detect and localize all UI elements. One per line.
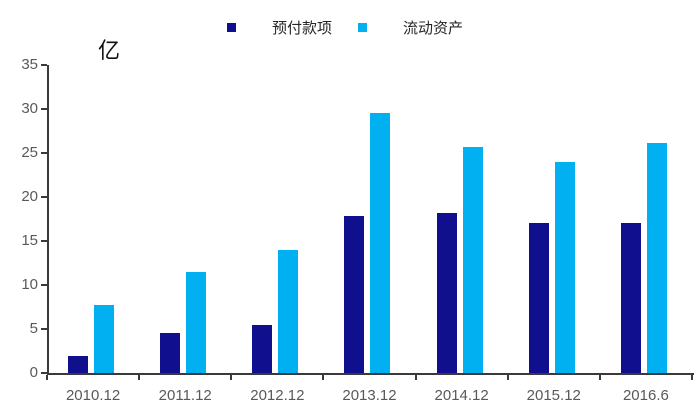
y-axis-unit-label: 亿 bbox=[98, 38, 121, 63]
x-tick-mark bbox=[598, 375, 601, 380]
bar-current-assets-4 bbox=[462, 146, 483, 373]
x-tick-mark bbox=[138, 375, 141, 380]
y-tick-label: 30 bbox=[21, 100, 38, 117]
bar-prepayments-6 bbox=[620, 223, 641, 373]
legend-label-prepayments: 预付款项 bbox=[272, 20, 333, 37]
legend-item-current-assets: 流动资产 bbox=[358, 17, 463, 38]
bar-current-assets-3 bbox=[370, 113, 391, 373]
y-tick-mark bbox=[41, 152, 47, 154]
y-tick-label: 10 bbox=[21, 276, 38, 293]
x-tick-label: 2014.12 bbox=[434, 387, 489, 404]
legend-swatch-prepayments-icon bbox=[227, 23, 236, 32]
bar-prepayments-1 bbox=[160, 332, 181, 373]
x-tick-mark bbox=[322, 375, 325, 380]
y-tick-mark bbox=[41, 196, 47, 198]
legend-item-prepayments: 预付款项 bbox=[227, 17, 332, 38]
x-tick-mark bbox=[691, 375, 693, 380]
bar-prepayments-5 bbox=[528, 222, 549, 373]
legend: 预付款项 流动资产 bbox=[227, 17, 463, 38]
y-tick-label: 35 bbox=[21, 56, 38, 73]
bar-current-assets-1 bbox=[186, 271, 207, 373]
bar-current-assets-2 bbox=[278, 249, 299, 373]
y-tick-label: 15 bbox=[21, 232, 38, 249]
bar-prepayments-0 bbox=[68, 356, 88, 373]
y-tick-mark bbox=[41, 328, 47, 330]
x-tick-label: 2011.12 bbox=[158, 387, 212, 404]
bar-prepayments-3 bbox=[344, 216, 365, 373]
bar-prepayments-4 bbox=[436, 212, 457, 373]
y-tick-label: 5 bbox=[29, 320, 38, 337]
x-tick-label: 2016.6 bbox=[622, 387, 669, 404]
y-tick-mark bbox=[41, 284, 47, 286]
bar-current-assets-5 bbox=[554, 161, 575, 373]
bar-prepayments-2 bbox=[252, 324, 273, 373]
x-tick-label: 2010.12 bbox=[65, 387, 121, 404]
y-tick-label: 20 bbox=[21, 188, 38, 205]
x-tick-mark bbox=[46, 375, 48, 380]
x-tick-label: 2012.12 bbox=[250, 387, 305, 404]
y-tick-mark bbox=[41, 108, 47, 110]
x-tick-label: 2013.12 bbox=[342, 387, 397, 404]
x-tick-mark bbox=[230, 375, 233, 380]
bar-current-assets-0 bbox=[94, 305, 114, 373]
y-tick-label: 0 bbox=[29, 364, 38, 381]
x-tick-label: 2015.12 bbox=[526, 387, 581, 404]
legend-label-current-assets: 流动资产 bbox=[403, 20, 464, 37]
legend-swatch-current-assets-icon bbox=[358, 23, 368, 32]
y-tick-mark bbox=[41, 64, 47, 66]
plot-area bbox=[47, 65, 694, 375]
y-tick-mark bbox=[41, 240, 47, 242]
y-tick-label: 25 bbox=[21, 144, 38, 161]
bar-current-assets-6 bbox=[646, 143, 667, 373]
x-tick-mark bbox=[414, 375, 417, 380]
y-tick-mark bbox=[41, 372, 47, 374]
x-tick-mark bbox=[506, 375, 509, 380]
